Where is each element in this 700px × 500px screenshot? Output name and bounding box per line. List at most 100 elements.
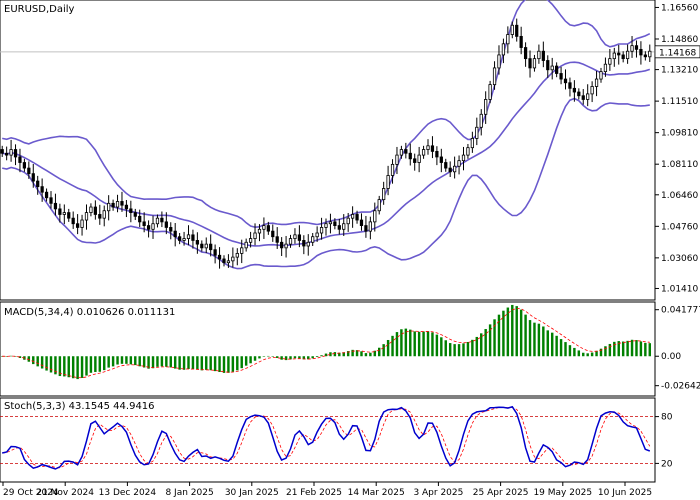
- date-tick-label: 8 Jan 2025: [165, 488, 213, 498]
- candle-body: [160, 217, 164, 223]
- candle-body: [430, 145, 435, 152]
- macd-bar: [258, 356, 261, 359]
- current-price-label: 1.14168: [659, 48, 696, 58]
- macd-bar: [209, 356, 212, 371]
- macd-bar: [528, 320, 532, 357]
- candle-body: [448, 167, 452, 173]
- candle-body: [435, 150, 439, 158]
- candle-body: [98, 214, 102, 219]
- macd-bar: [111, 356, 115, 367]
- candle-body: [195, 240, 199, 245]
- price-chart-title: EURUSD,Daily: [4, 4, 75, 15]
- macd-tick-label: 0.041777: [661, 306, 700, 316]
- macd-bar: [386, 339, 390, 357]
- candle-body: [169, 227, 173, 232]
- stoch-panel: [0, 397, 656, 483]
- candle-body: [634, 45, 639, 50]
- candle-body: [350, 214, 355, 219]
- macd-bar: [125, 356, 128, 364]
- candle-body: [364, 225, 368, 232]
- macd-bar: [94, 356, 97, 372]
- macd-bar: [493, 319, 496, 357]
- candle-body: [355, 214, 359, 221]
- macd-bar: [639, 341, 643, 357]
- price-tick-label: 1.08110: [661, 160, 698, 170]
- macd-bar: [5, 356, 8, 357]
- macd-bar: [142, 356, 146, 368]
- macd-bar: [400, 329, 403, 357]
- macd-bar: [595, 350, 598, 357]
- macd-bar: [502, 310, 505, 357]
- macd-bar: [364, 353, 368, 357]
- candle-body: [226, 260, 231, 264]
- macd-bar: [338, 352, 341, 357]
- macd-bar: [236, 356, 239, 371]
- candle-body: [648, 50, 652, 58]
- macd-bar: [138, 356, 141, 367]
- candle-body: [328, 221, 333, 225]
- candle-body: [572, 87, 577, 93]
- macd-bar: [324, 353, 328, 357]
- macd-bar: [391, 335, 394, 357]
- candle-body: [501, 43, 506, 56]
- macd-bar: [546, 330, 549, 357]
- candle-body: [532, 58, 537, 69]
- macd-bar: [173, 356, 177, 369]
- candle-body: [40, 186, 44, 193]
- candle-body: [209, 243, 213, 251]
- macd-bar: [524, 314, 527, 357]
- candle-body: [297, 234, 302, 241]
- candle-body: [444, 162, 448, 169]
- macd-bar: [422, 331, 425, 357]
- macd-bar: [156, 356, 159, 367]
- candle-body: [271, 230, 275, 238]
- candle-body: [133, 212, 137, 217]
- candle-body: [200, 243, 204, 249]
- candle-body: [559, 73, 563, 80]
- candle-body: [84, 212, 89, 221]
- candle-body: [151, 223, 155, 230]
- macd-bar: [231, 356, 235, 372]
- candle-body: [519, 35, 523, 48]
- candle-body: [479, 113, 483, 128]
- macd-bar: [484, 329, 487, 357]
- macd-series: [0, 304, 652, 380]
- macd-bar: [205, 356, 208, 370]
- macd-bar: [644, 342, 647, 357]
- macd-bar: [67, 356, 70, 378]
- candle-body: [625, 50, 630, 60]
- macd-bar: [550, 332, 554, 357]
- macd-tick-label: 0.00: [661, 352, 681, 362]
- candle-body: [186, 234, 191, 239]
- candle-body: [399, 149, 404, 156]
- candle-body: [368, 221, 372, 232]
- candle-body: [395, 154, 399, 165]
- candle-body: [586, 93, 590, 100]
- macd-bar: [373, 350, 377, 357]
- macd-bar: [147, 356, 150, 369]
- macd-bar: [302, 356, 306, 360]
- candle-body: [240, 247, 244, 254]
- macd-bar: [378, 347, 381, 357]
- date-tick-label: 21 Feb 2025: [286, 488, 342, 498]
- macd-bar: [440, 337, 443, 357]
- candle-body: [382, 188, 386, 201]
- candle-body: [453, 165, 457, 173]
- price-tick-label: 1.16560: [661, 3, 698, 13]
- date-tick-label: 3 Apr 2025: [413, 488, 463, 498]
- candle-body: [541, 50, 545, 61]
- macd-bar: [71, 356, 75, 379]
- macd-bar: [573, 347, 576, 357]
- candle-body: [102, 210, 106, 219]
- candle-body: [577, 91, 581, 97]
- candle-body: [590, 86, 594, 95]
- macd-bar: [617, 341, 620, 357]
- candle-body: [62, 212, 66, 215]
- macd-bar: [240, 356, 243, 369]
- macd-bar: [626, 340, 629, 357]
- macd-bar: [351, 349, 354, 357]
- macd-bar: [284, 356, 288, 361]
- stoch-series: [0, 405, 655, 470]
- price-tick-label: 1.06460: [661, 191, 698, 201]
